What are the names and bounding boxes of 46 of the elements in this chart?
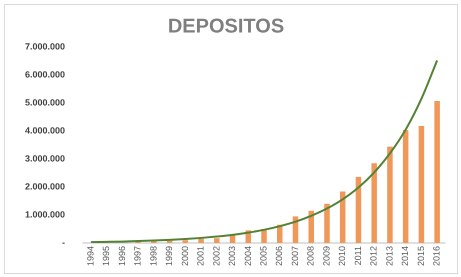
x-tick-label: 2011 xyxy=(352,246,363,266)
y-tick-label: 2.000.000 xyxy=(24,181,66,192)
x-tick-label: 2004 xyxy=(242,246,253,266)
bar xyxy=(434,101,440,243)
bar xyxy=(356,176,362,243)
y-tick-label: 7.000.000 xyxy=(24,41,66,52)
x-tick-label: 2016 xyxy=(432,246,442,266)
bar xyxy=(324,204,330,243)
bar xyxy=(182,240,188,243)
bar xyxy=(340,191,346,243)
bar xyxy=(418,126,424,243)
x-tick-label: 1996 xyxy=(116,246,127,266)
bar xyxy=(214,238,220,243)
x-tick-label: 1998 xyxy=(148,246,158,266)
x-tick-label: 1999 xyxy=(164,246,174,266)
x-tick-label: 2013 xyxy=(384,246,394,266)
y-tick-label: 1.000.000 xyxy=(24,209,66,220)
y-tick-label: 6.000.000 xyxy=(24,69,66,80)
x-tick-label: 2007 xyxy=(290,246,300,266)
y-tick-label: 3.000.000 xyxy=(24,153,66,164)
line-series xyxy=(90,59,438,243)
bar xyxy=(387,146,393,243)
bar xyxy=(402,130,408,243)
bar xyxy=(198,238,204,243)
x-tick-label: 2012 xyxy=(368,246,379,266)
x-tick-label: 1997 xyxy=(132,246,143,266)
x-tick-label: 2008 xyxy=(306,246,316,266)
x-tick-label: 2009 xyxy=(321,246,332,266)
x-tick-label: 1994 xyxy=(85,246,96,266)
x-tick-label: 2006 xyxy=(274,246,284,266)
bar xyxy=(292,216,298,243)
x-tick-label: 2010 xyxy=(337,246,348,266)
bar xyxy=(371,163,377,243)
y-tick-label: - xyxy=(62,237,66,248)
x-tick-label: 2005 xyxy=(258,246,269,266)
x-tick-label: 1995 xyxy=(101,246,112,266)
x-tick-label: 2000 xyxy=(180,246,190,266)
x-tick-label: 2014 xyxy=(400,246,410,266)
x-tick-label: 2001 xyxy=(196,246,206,266)
chart-title: DEPOSITOS xyxy=(168,16,284,38)
y-tick-label: 5.000.000 xyxy=(24,97,66,108)
x-tick-label: 2003 xyxy=(227,246,238,266)
y-tick-label: 4.000.000 xyxy=(24,125,66,136)
bar xyxy=(308,210,314,243)
x-tick-label: 2002 xyxy=(211,246,222,266)
x-tick-label: 2015 xyxy=(416,246,426,266)
